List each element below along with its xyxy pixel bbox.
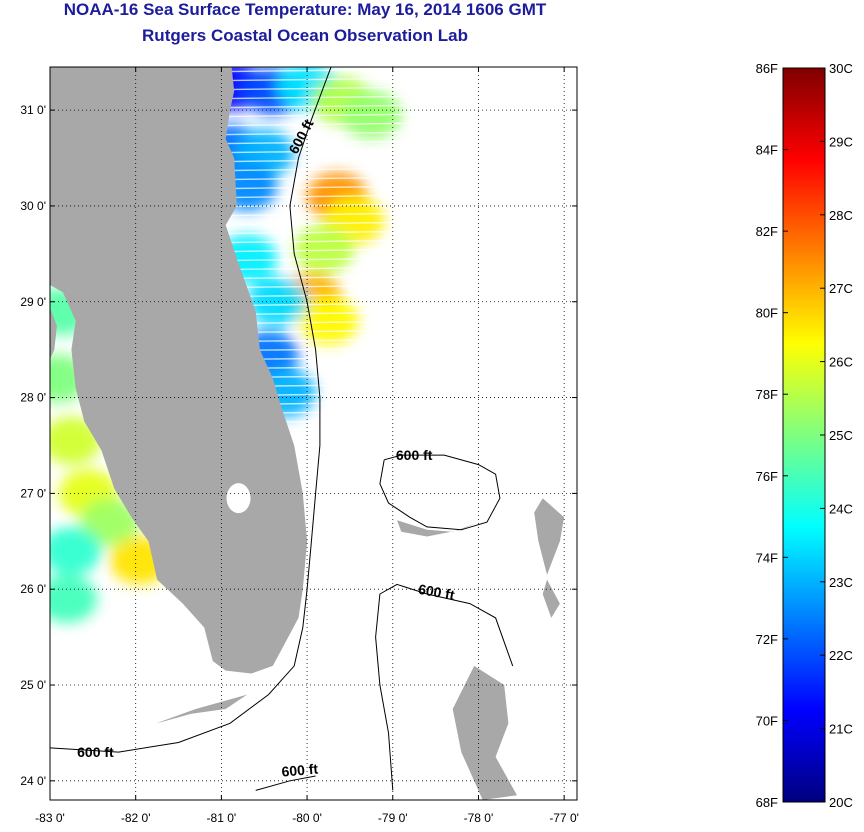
lat-tick-label: 30 0' — [20, 199, 46, 213]
isobath-600ft-florida — [50, 67, 332, 753]
swath-line — [189, 113, 441, 118]
land-layer — [50, 67, 565, 800]
lat-tick-label: 25 0' — [20, 678, 46, 692]
swath-line — [189, 131, 441, 136]
colorbar-label-c: 28C — [829, 208, 853, 223]
isobath-600ft — [50, 67, 514, 791]
contour-label: 600 ft — [281, 761, 319, 780]
sst-patch — [298, 296, 359, 345]
lon-tick-label: -81 0' — [207, 811, 237, 825]
map-axes: -83 0' -82 0' -81 0' -80 0' -79 0' -78 0' -77 … — [20, 66, 579, 825]
swath-line — [189, 140, 441, 145]
lon-tick-label: -79 0' — [378, 811, 408, 825]
isobath-600ft-south — [255, 775, 316, 791]
gulf-coast-land — [50, 308, 57, 360]
sst-patch — [50, 526, 102, 575]
abaco-island — [534, 498, 565, 575]
colorbar-label-c: 21C — [829, 722, 853, 737]
map-title: NOAA-16 Sea Surface Temperature: May 16,… — [63, 0, 547, 19]
swath-line — [189, 212, 441, 217]
sst-patch — [50, 416, 102, 465]
contour-label: 600 ft — [396, 447, 433, 463]
sst-patch — [294, 225, 355, 274]
colorbar-label-c: 25C — [829, 428, 853, 443]
colorbar-label-f: 76F — [756, 469, 778, 484]
lat-tick-label: 29 0' — [20, 295, 46, 309]
lake-okeechobee — [226, 483, 251, 514]
colorbar-label-f: 74F — [756, 550, 778, 565]
colorbar-label-c: 23C — [829, 575, 853, 590]
lon-tick-label: -78 0' — [464, 811, 494, 825]
florida-land — [50, 67, 308, 674]
lon-tick-label: -83 0' — [35, 811, 65, 825]
colorbar-label-f: 86F — [756, 61, 778, 76]
lon-tick-label: -80 0' — [292, 811, 322, 825]
sst-patch — [50, 574, 98, 623]
florida-keys — [157, 694, 248, 724]
colorbar-label-f: 82F — [756, 224, 778, 239]
sst-patch — [79, 498, 140, 547]
colorbar-label-c: 27C — [829, 281, 853, 296]
swath-line — [189, 104, 441, 109]
colorbar: 86F 84F 82F 80F 78F 76F 74F 72F 70F 68F 30C 29C 28C 2… — [756, 61, 853, 810]
lat-tick-label: 31 0' — [20, 103, 46, 117]
colorbar-label-f: 68F — [756, 795, 778, 810]
swath-line — [189, 230, 441, 235]
swath-line — [189, 221, 441, 226]
contour-label: 600 ft — [417, 581, 456, 603]
andros-island — [452, 665, 517, 800]
colorbar-label-f: 80F — [756, 306, 778, 321]
colorbar-label-f: 78F — [756, 387, 778, 402]
lat-tick-label: 28 0' — [20, 391, 46, 405]
swath-line — [189, 122, 441, 127]
colorbar-label-f: 72F — [756, 632, 778, 647]
colorbar-label-f: 70F — [756, 713, 778, 728]
colorbar-label-c: 30C — [829, 61, 853, 76]
map-border — [49, 66, 578, 801]
contour-label: 600 ft — [77, 744, 114, 760]
colorbar-label-c: 29C — [829, 134, 853, 149]
colorbar-label-c: 22C — [829, 648, 853, 663]
map-subtitle: Rutgers Coastal Ocean Observation Lab — [142, 26, 468, 45]
lat-tick-label: 27 0' — [20, 486, 46, 500]
isobath-600ft-great-bahama — [375, 583, 514, 791]
lon-tick-label: -82 0' — [121, 811, 151, 825]
lat-tick-label: 26 0' — [20, 582, 46, 596]
colorbar-label-c: 26C — [829, 355, 853, 370]
grand-bahama — [397, 520, 475, 537]
lon-tick-label: -77 0' — [549, 811, 579, 825]
colorbar-label-c: 24C — [829, 501, 853, 516]
isobath-600ft-bahama-bank — [379, 454, 501, 531]
colorbar-gradient — [782, 67, 826, 803]
swath-line — [189, 239, 441, 244]
colorbar-label-c: 20C — [829, 795, 853, 810]
lat-tick-label: 24 0' — [20, 774, 46, 788]
colorbar-label-f: 84F — [756, 143, 778, 158]
